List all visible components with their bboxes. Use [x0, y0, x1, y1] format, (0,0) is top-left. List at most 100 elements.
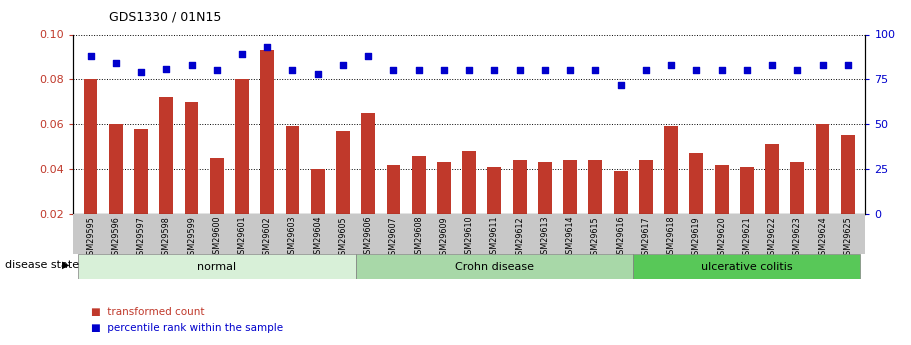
- Bar: [185, 102, 199, 259]
- Bar: [84, 79, 97, 259]
- Bar: [362, 113, 375, 259]
- Text: GSM29604: GSM29604: [313, 216, 322, 259]
- Text: GSM29597: GSM29597: [137, 216, 146, 260]
- Bar: [261, 50, 274, 259]
- Bar: [134, 129, 148, 259]
- Point: [664, 62, 679, 68]
- Point: [841, 62, 855, 68]
- Text: GSM29606: GSM29606: [363, 216, 373, 259]
- Text: GSM29596: GSM29596: [111, 216, 120, 260]
- Text: GSM29610: GSM29610: [465, 216, 474, 259]
- Point: [184, 62, 199, 68]
- Bar: [285, 126, 300, 259]
- Text: GSM29612: GSM29612: [515, 216, 524, 259]
- Text: GSM29601: GSM29601: [238, 216, 247, 259]
- Point: [311, 71, 325, 77]
- Bar: [690, 153, 703, 259]
- Text: GSM29611: GSM29611: [490, 216, 499, 259]
- Bar: [462, 151, 476, 259]
- Point: [83, 53, 97, 59]
- Text: GSM29615: GSM29615: [591, 216, 599, 259]
- Text: GSM29602: GSM29602: [262, 216, 271, 259]
- Bar: [791, 162, 804, 259]
- Bar: [639, 160, 653, 259]
- Point: [714, 68, 729, 73]
- Text: ▶: ▶: [62, 260, 69, 270]
- Point: [412, 68, 426, 73]
- Bar: [714, 165, 729, 259]
- Bar: [235, 79, 249, 259]
- Text: GSM29625: GSM29625: [844, 216, 853, 260]
- Bar: [108, 124, 123, 259]
- Point: [462, 68, 476, 73]
- Point: [512, 68, 527, 73]
- Point: [537, 68, 552, 73]
- Text: GSM29595: GSM29595: [86, 216, 95, 260]
- Point: [563, 68, 578, 73]
- Text: Crohn disease: Crohn disease: [455, 262, 534, 272]
- Bar: [633, 254, 860, 279]
- Text: GSM29599: GSM29599: [187, 216, 196, 260]
- Bar: [740, 167, 753, 259]
- Bar: [538, 162, 552, 259]
- Bar: [336, 131, 350, 259]
- Text: disease state: disease state: [5, 260, 78, 270]
- Point: [740, 68, 754, 73]
- Bar: [386, 165, 400, 259]
- Point: [613, 82, 628, 88]
- Point: [386, 68, 401, 73]
- Bar: [355, 254, 633, 279]
- Text: GSM29618: GSM29618: [667, 216, 676, 259]
- Bar: [589, 160, 602, 259]
- Text: GSM29617: GSM29617: [641, 216, 650, 259]
- Point: [285, 68, 300, 73]
- Point: [159, 66, 174, 71]
- Point: [764, 62, 779, 68]
- Text: GSM29603: GSM29603: [288, 216, 297, 259]
- Text: GSM29609: GSM29609: [439, 216, 448, 259]
- Text: GSM29619: GSM29619: [691, 216, 701, 259]
- Point: [361, 53, 375, 59]
- Text: GSM29616: GSM29616: [616, 216, 625, 259]
- Bar: [159, 97, 173, 259]
- Bar: [841, 135, 855, 259]
- Bar: [78, 254, 355, 279]
- Text: GSM29607: GSM29607: [389, 216, 398, 259]
- Point: [689, 68, 703, 73]
- Bar: [614, 171, 628, 259]
- Bar: [311, 169, 324, 259]
- Text: ulcerative colitis: ulcerative colitis: [701, 262, 793, 272]
- Point: [210, 68, 224, 73]
- Point: [134, 69, 148, 75]
- Text: normal: normal: [197, 262, 236, 272]
- Bar: [437, 162, 451, 259]
- Bar: [815, 124, 830, 259]
- Text: GSM29613: GSM29613: [540, 216, 549, 259]
- Point: [639, 68, 653, 73]
- Point: [335, 62, 350, 68]
- Bar: [765, 144, 779, 259]
- Text: GDS1330 / 01N15: GDS1330 / 01N15: [109, 10, 221, 23]
- Bar: [210, 158, 224, 259]
- Text: GSM29608: GSM29608: [415, 216, 424, 259]
- Bar: [487, 167, 501, 259]
- Text: GSM29623: GSM29623: [793, 216, 802, 259]
- Text: GSM29598: GSM29598: [162, 216, 170, 260]
- Bar: [563, 160, 577, 259]
- Point: [108, 60, 123, 66]
- Text: GSM29600: GSM29600: [212, 216, 221, 259]
- Point: [260, 44, 274, 50]
- Text: GSM29621: GSM29621: [742, 216, 752, 259]
- Text: GSM29622: GSM29622: [768, 216, 776, 260]
- Text: GSM29620: GSM29620: [717, 216, 726, 259]
- Text: ■  percentile rank within the sample: ■ percentile rank within the sample: [91, 323, 283, 333]
- Text: GSM29624: GSM29624: [818, 216, 827, 259]
- Point: [487, 68, 502, 73]
- Point: [436, 68, 451, 73]
- Point: [589, 68, 603, 73]
- Bar: [664, 126, 678, 259]
- Point: [235, 51, 250, 57]
- Text: GSM29605: GSM29605: [339, 216, 347, 259]
- Bar: [412, 156, 425, 259]
- Point: [790, 68, 804, 73]
